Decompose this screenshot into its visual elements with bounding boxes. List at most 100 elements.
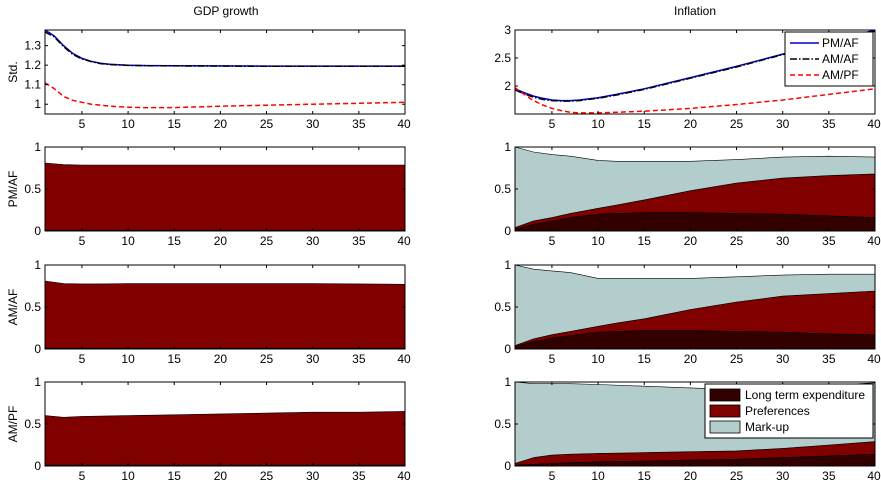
x-tick-label: 5	[549, 117, 556, 131]
x-tick-label: 10	[591, 234, 605, 248]
y-axis-label: AM/PF	[6, 406, 20, 443]
y-tick-label: 0	[504, 342, 511, 356]
x-tick-label: 15	[638, 352, 652, 366]
x-tick-label: 40	[397, 234, 411, 248]
y-tick-label: 1.2	[24, 58, 41, 72]
x-tick-label: 10	[591, 117, 605, 131]
x-tick-label: 35	[352, 352, 366, 366]
x-tick-label: 40	[867, 352, 881, 366]
x-tick-label: 20	[684, 234, 698, 248]
panel-gdp_ampf: 5 10 15 20 25 30 35 40 0 0.5 1 AM/PF	[6, 375, 411, 483]
plot-area	[515, 265, 875, 349]
x-tick-label: 30	[776, 234, 790, 248]
x-tick-label: 10	[121, 352, 135, 366]
y-tick-label: 2.5	[494, 51, 511, 65]
y-axis-label: AM/AF	[6, 289, 20, 326]
line-pmaf	[45, 30, 405, 67]
x-tick-label: 30	[776, 352, 790, 366]
x-tick-label: 5	[549, 352, 556, 366]
axes-box	[44, 29, 406, 115]
x-tick-label: 25	[730, 352, 744, 366]
x-tick-label: 40	[867, 469, 881, 483]
area-markup	[515, 147, 875, 228]
legend: Long term expenditure Preferences Mark-up	[704, 383, 874, 439]
x-tick-label: 15	[168, 117, 182, 131]
panel-gdp_std: 5 10 15 20 25 30 35 40 1 1.1 1.2 1.3 Std.	[6, 29, 411, 131]
x-tick-label: 35	[352, 469, 366, 483]
x-tick-label: 5	[79, 234, 86, 248]
x-tick-label: 30	[776, 469, 790, 483]
panel-gdp_amaf: 5 10 15 20 25 30 35 40 0 0.5 1 AM/AF	[6, 258, 411, 366]
plot-area	[515, 147, 875, 231]
y-tick-label: 0.5	[24, 417, 41, 431]
x-tick-label: 10	[121, 117, 135, 131]
x-tick-label: 20	[684, 117, 698, 131]
x-tick-label: 30	[306, 117, 320, 131]
area-preferences	[45, 162, 405, 231]
y-tick-label: 1.3	[24, 39, 41, 53]
legend-label-ampf: AM/PF	[822, 68, 859, 82]
legend-swatch-preferences	[709, 404, 741, 418]
y-tick-label: 0.5	[24, 182, 41, 196]
x-tick-label: 20	[214, 469, 228, 483]
x-tick-label: 35	[822, 117, 836, 131]
x-tick-label: 10	[591, 469, 605, 483]
x-tick-label: 25	[260, 469, 274, 483]
y-tick-label: 0	[504, 224, 511, 238]
legend-swatch-long_term	[709, 388, 741, 402]
y-tick-label: 0	[34, 224, 41, 238]
legend-swatch-markup	[709, 420, 741, 434]
x-tick-label: 40	[397, 352, 411, 366]
x-tick-label: 30	[306, 234, 320, 248]
x-tick-label: 35	[822, 469, 836, 483]
y-tick-label: 0.5	[494, 300, 511, 314]
plot-area	[515, 30, 875, 114]
plot-area	[45, 30, 405, 109]
line-amaf	[45, 31, 405, 68]
x-tick-label: 40	[867, 234, 881, 248]
x-tick-label: 35	[352, 234, 366, 248]
panel-infl_std: 5 10 15 20 25 30 35 40 2 2.5 3 PM/AF AM/AF AM/PF	[494, 23, 881, 131]
x-tick-label: 15	[638, 117, 652, 131]
legend: PM/AF AM/AF AM/PF	[784, 31, 874, 87]
x-tick-label: 25	[260, 234, 274, 248]
line-amaf	[515, 30, 875, 102]
x-tick-label: 20	[214, 234, 228, 248]
y-tick-label: 1	[504, 375, 511, 389]
y-tick-label: 0	[34, 459, 41, 473]
y-axis-label: Std.	[6, 61, 20, 82]
legend-label-markup: Mark-up	[745, 420, 789, 434]
y-tick-label: 0.5	[494, 417, 511, 431]
x-tick-label: 10	[121, 469, 135, 483]
y-tick-label: 1	[504, 258, 511, 272]
x-tick-label: 30	[306, 469, 320, 483]
x-tick-label: 20	[214, 117, 228, 131]
x-tick-label: 30	[306, 352, 320, 366]
legend-label-amaf: AM/AF	[822, 52, 859, 66]
panel-infl_pmaf: 5 10 15 20 25 30 35 40 0 0.5 1	[494, 140, 881, 248]
area-preferences	[45, 280, 405, 349]
left-column-title: GDP growth	[193, 4, 258, 18]
y-tick-label: 1	[504, 140, 511, 154]
line-ampf	[515, 87, 875, 114]
plot-area	[45, 162, 405, 231]
y-axis-label: PM/AF	[6, 171, 20, 208]
panel-infl_ampf: 5 10 15 20 25 30 35 40 0 0.5 1 Long term expenditur…	[494, 375, 881, 483]
x-tick-label: 30	[776, 117, 790, 131]
x-tick-label: 15	[168, 469, 182, 483]
x-tick-label: 25	[260, 117, 274, 131]
y-tick-label: 1	[34, 258, 41, 272]
x-tick-label: 40	[397, 469, 411, 483]
right-column-title: Inflation	[674, 4, 716, 18]
legend-label-long_term: Long term expenditure	[745, 388, 865, 402]
x-tick-label: 5	[549, 469, 556, 483]
y-tick-label: 1	[34, 97, 41, 111]
x-tick-label: 35	[352, 117, 366, 131]
axes-box	[514, 29, 876, 115]
x-tick-label: 35	[822, 234, 836, 248]
y-tick-label: 0.5	[24, 300, 41, 314]
area-markup	[515, 265, 875, 346]
x-tick-label: 40	[867, 117, 881, 131]
